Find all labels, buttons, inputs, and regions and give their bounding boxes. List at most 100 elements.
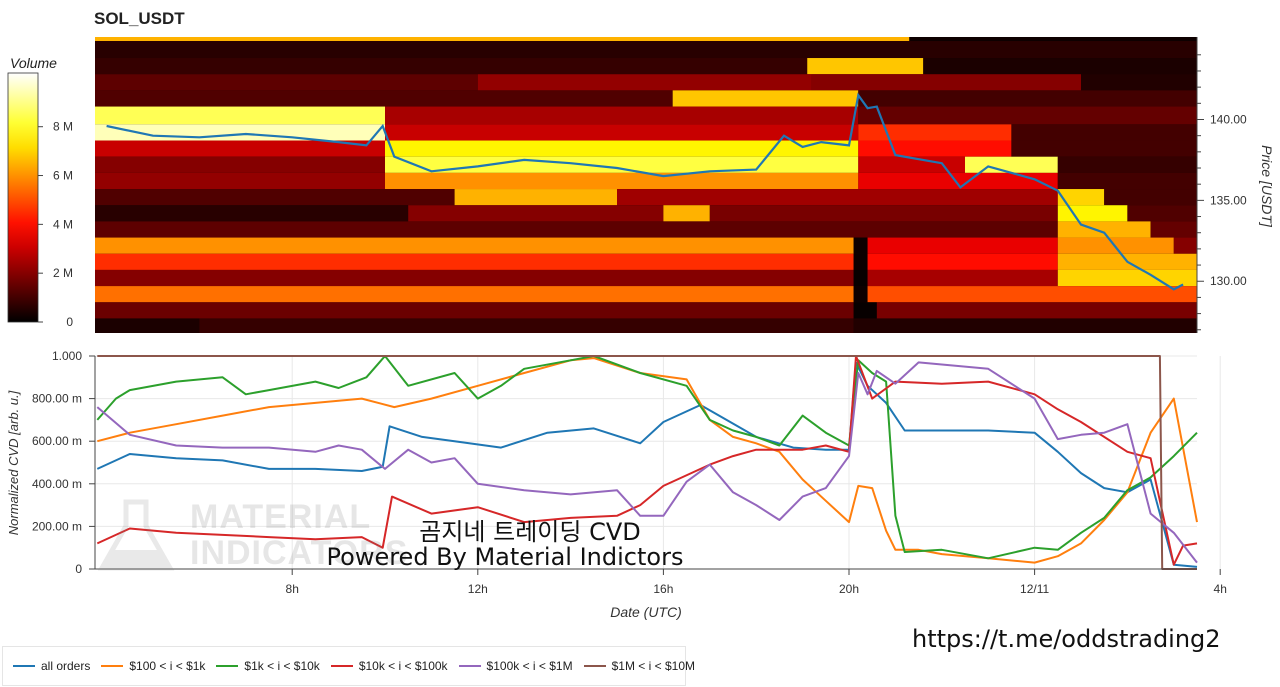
legend-swatch — [458, 665, 481, 667]
legend-swatch — [101, 665, 124, 667]
cvd-y-tick-label: 600.00 m — [32, 434, 82, 448]
cvd-x-tick-label: 4h — [1214, 582, 1227, 596]
cvd-y-tick-label: 1.000 — [52, 349, 82, 363]
cvd-y-tick-label: 200.00 m — [32, 519, 82, 533]
heatmap-band-8-0 — [95, 156, 385, 173]
heatmap-band-17-0 — [95, 302, 854, 319]
heatmap-band-13-0 — [95, 237, 854, 254]
heatmap-band-11-2 — [663, 205, 710, 222]
volume-colorbar: 0 2 M 4 M 6 M 8 M — [7, 72, 73, 329]
heatmap-band-6-1 — [385, 124, 859, 141]
heatmap-band-4-2 — [858, 90, 1197, 107]
heatmap-band-16-2 — [867, 286, 1197, 303]
cvd-x-tick-label: 12/11 — [1020, 582, 1049, 596]
heatmap-band-9-1 — [385, 172, 859, 190]
price-line — [106, 92, 1184, 291]
legend-item-1[interactable]: $100 < i < $1k — [101, 659, 205, 673]
heatmap-band-9-3 — [1057, 172, 1197, 190]
cvd-series-3 — [96, 355, 1198, 566]
heatmap-band-10-2 — [617, 189, 1058, 206]
chart-legend: all orders $100 < i < $1k $1k < i < $10k $1… — [2, 646, 695, 686]
legend-item-0[interactable]: all orders — [13, 659, 90, 673]
heatmap-band-17-2 — [876, 302, 1197, 319]
heatmap-band-6-2 — [858, 124, 1012, 141]
heatmap-band-5-1 — [385, 106, 859, 125]
heatmap-band-12-2 — [1150, 221, 1197, 238]
cvd-y-tick-label: 800.00 m — [32, 392, 82, 406]
heatmap-band-6-3 — [1011, 124, 1197, 141]
heatmap-band-16-0 — [95, 286, 854, 303]
heatmap-band-7-2 — [858, 140, 1012, 157]
cvd-x-tick-label: 8h — [286, 582, 299, 596]
cvd-x-tick-label: 20h — [839, 582, 859, 596]
heatmap-band-18-0 — [95, 318, 200, 333]
heatmap-band-8-2 — [858, 156, 965, 173]
heatmap-band-14-1 — [853, 253, 868, 270]
cvd-series-0 — [96, 361, 1198, 568]
heatmap-band-18-1 — [199, 318, 854, 333]
heatmap-band-2-2 — [923, 58, 1197, 75]
legend-swatch — [216, 665, 239, 667]
heatmap-band-12-1 — [1057, 221, 1151, 238]
cvd-x-tick-label: 16h — [653, 582, 673, 596]
heatmap-band-11-1 — [408, 205, 664, 222]
legend-label: all orders — [41, 659, 91, 673]
telegram-link[interactable]: https://t.me/oddstrading2 — [912, 625, 1221, 653]
heatmap-band-1-0 — [95, 41, 1197, 59]
price-tick-label: 140.00 — [1210, 112, 1247, 126]
colorbar-title: Volume — [10, 55, 57, 71]
cvd-series-1 — [97, 357, 1198, 564]
heatmap-band-0-1 — [909, 37, 1197, 42]
heatmap-cells — [95, 37, 1197, 333]
cvd-x-tick-label: 12h — [468, 582, 488, 596]
heatmap-band-15-0 — [95, 269, 854, 287]
colorbar-tick-label: 0 — [66, 315, 73, 329]
legend-swatch — [13, 665, 35, 667]
price-heatmap-chart: 130.00 135.00 140.00 Price [USDT] 0 2 M 4 M 6… — [7, 37, 1275, 333]
heatmap-band-10-0 — [95, 189, 455, 206]
heatmap-band-9-0 — [95, 172, 385, 190]
colorbar-tick-label: 8 M — [53, 120, 73, 134]
heatmap-band-5-0 — [95, 106, 385, 125]
heatmap-band-8-4 — [1057, 156, 1197, 173]
cvd-series-4 — [96, 361, 1198, 564]
cvd-series-2 — [96, 355, 1198, 560]
colorbar-gradient — [7, 72, 39, 323]
flask-icon — [97, 499, 175, 571]
legend-label: $10k < i < $100k — [358, 659, 448, 673]
colorbar-tick-label: 4 M — [53, 217, 73, 231]
heatmap-band-7-3 — [1011, 140, 1197, 157]
heatmap-band-2-1 — [807, 58, 924, 75]
legend-label: $100k < i < $1M — [486, 659, 573, 673]
heatmap-band-16-1 — [853, 286, 868, 303]
cvd-plot-area — [95, 356, 1197, 569]
heatmap-band-11-5 — [1127, 205, 1197, 222]
heatmap-band-3-0 — [95, 74, 478, 91]
heatmap-band-7-1 — [385, 140, 859, 157]
legend-item-5[interactable]: $1M < i < $10M — [583, 659, 695, 673]
cvd-y-axis-label: Normalized CVD [arb. u.] — [6, 390, 21, 535]
cvd-series-layer — [96, 355, 1198, 570]
material-indicators-watermark: MATERIAL INDICATORS — [97, 498, 407, 573]
chart-title: SOL_USDT — [94, 9, 185, 28]
legend-item-3[interactable]: $10k < i < $100k — [330, 659, 448, 673]
heatmap-band-4-0 — [95, 90, 673, 107]
legend-swatch — [330, 665, 353, 667]
legend-label: $100 < i < $1k — [129, 659, 206, 673]
legend-label: $1k < i < $10k — [244, 659, 320, 673]
legend-label: $1M < i < $10M — [611, 659, 695, 673]
cvd-y-tick-label: 0 — [75, 562, 82, 576]
price-tick-label: 130.00 — [1210, 274, 1247, 288]
price-axis: 130.00 135.00 140.00 — [1196, 37, 1247, 333]
heatmap-band-10-1 — [454, 189, 617, 206]
legend-item-4[interactable]: $100k < i < $1M — [458, 659, 573, 673]
heatmap-band-8-3 — [965, 156, 1058, 173]
heatmap-band-15-3 — [1057, 269, 1197, 287]
heatmap-band-13-2 — [867, 237, 1058, 254]
heatmap-band-10-4 — [1104, 189, 1197, 206]
heatmap-band-8-1 — [385, 156, 859, 173]
legend-item-2[interactable]: $1k < i < $10k — [216, 659, 320, 673]
heatmap-band-17-1 — [853, 302, 877, 319]
heatmap-band-15-2 — [867, 269, 1058, 287]
cvd-line-chart: 0 200.00 m 400.00 m 600.00 m 800.00 m 1.000 8h… — [6, 349, 1227, 620]
